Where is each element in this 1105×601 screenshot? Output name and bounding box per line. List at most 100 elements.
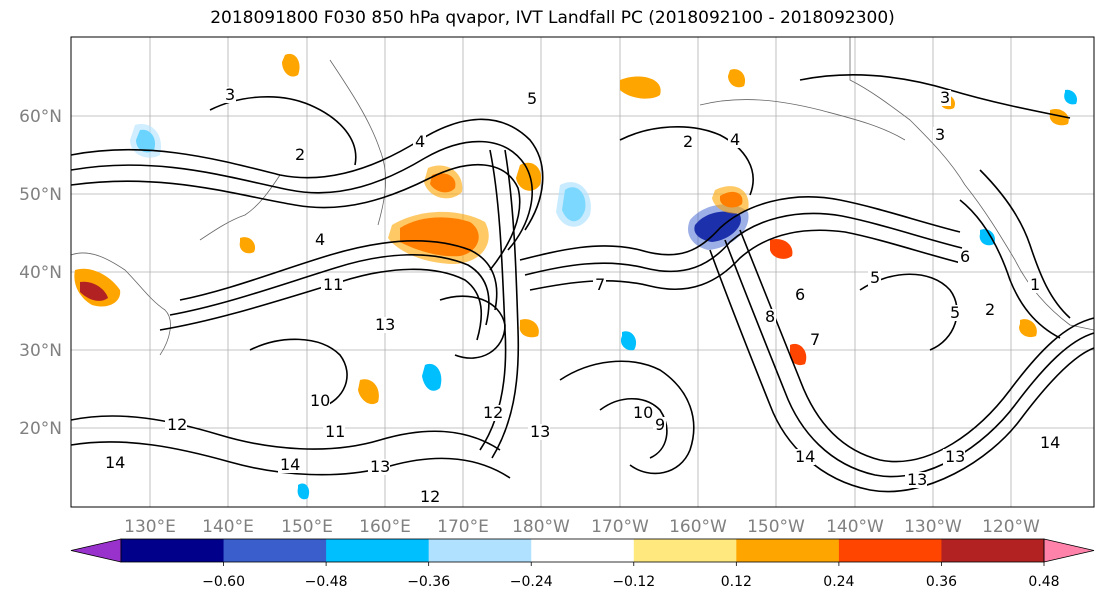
colorbar-tick-label: −0.60 xyxy=(202,574,245,590)
shade-patch xyxy=(239,237,256,254)
colorbar-segment xyxy=(941,539,1045,562)
qvapor-anomaly-shading xyxy=(74,53,1078,500)
contour-label: 6 xyxy=(960,247,970,266)
longitude-label: 170°E xyxy=(437,517,489,537)
colorbar-tick-label: −0.12 xyxy=(612,574,655,590)
contour-label: 9 xyxy=(655,415,665,434)
shade-patch xyxy=(712,186,749,214)
contour-label-bg xyxy=(793,449,815,465)
contour-label: 5 xyxy=(527,89,537,108)
colorbar-tick-label: −0.48 xyxy=(305,574,348,590)
contour-label-bg xyxy=(943,449,965,465)
map-title: 2018091800 F030 850 hPa qvapor, IVT Land… xyxy=(210,8,895,28)
contour-label: 7 xyxy=(595,275,605,294)
latitude-label: 50°N xyxy=(19,185,62,205)
colorbar-frame xyxy=(120,538,1045,563)
coastlines xyxy=(70,37,1095,356)
colorbar-segment xyxy=(223,539,327,562)
longitude-label: 130°W xyxy=(904,517,962,537)
contour-label: 12 xyxy=(483,403,503,422)
shade-patch xyxy=(519,319,539,338)
contour-label-bg xyxy=(933,127,946,143)
longitude-label: 130°E xyxy=(124,517,176,537)
contour-label: 5 xyxy=(870,268,880,287)
contour-label: 13 xyxy=(530,422,550,441)
shade-patch xyxy=(789,343,807,366)
contour-label-bg xyxy=(293,147,306,163)
colorbar-tick-labels: −0.60 −0.48 −0.36 −0.24 −0.12 0.12 0.24 0.36 0.4… xyxy=(202,562,1060,590)
shade-patch xyxy=(516,162,542,191)
longitude-labels: 130°E 140°E 150°E 160°E 170°E 180°W 170°W 160°W… xyxy=(124,517,1040,537)
colorbar-segment xyxy=(736,539,840,562)
shade-patch xyxy=(728,69,746,88)
contour-label: 10 xyxy=(633,403,653,422)
longitude-label: 160°W xyxy=(669,517,727,537)
colorbar-segment xyxy=(531,539,635,562)
colorbar-tick-label: 0.24 xyxy=(823,574,854,590)
contour-label: 11 xyxy=(325,422,345,441)
contour-label: 1 xyxy=(1030,275,1040,294)
contour-label-bg xyxy=(528,424,550,440)
shade-patch xyxy=(80,281,108,301)
colorbar-tick-label: 0.48 xyxy=(1028,574,1059,590)
colorbar-segment xyxy=(326,539,430,562)
latitude-label: 60°N xyxy=(19,107,62,127)
colorbar-tick-label: 0.36 xyxy=(926,574,957,590)
contour-label-bg xyxy=(958,249,971,265)
longitude-label: 180°W xyxy=(512,517,570,537)
contour-label-bg xyxy=(1038,435,1060,451)
colorbar-segment xyxy=(428,539,532,562)
colorbar-tick-label: −0.24 xyxy=(510,574,553,590)
contour-label: 11 xyxy=(323,275,343,294)
contour-label-bg xyxy=(278,457,300,473)
colorbar-segment xyxy=(121,539,225,562)
contour-label: 6 xyxy=(795,285,805,304)
contour-label: 2 xyxy=(985,300,995,319)
latitude-labels: 60°N 50°N 40°N 30°N 20°N xyxy=(19,107,62,439)
shade-patch xyxy=(1019,319,1037,338)
contour-label-bg xyxy=(1028,277,1041,293)
contour-label: 13 xyxy=(370,457,390,476)
shade-patch xyxy=(388,211,489,264)
contour-label-bg xyxy=(728,132,741,148)
colorbar-extend-max xyxy=(1043,538,1095,563)
contour-label-bg xyxy=(593,277,606,293)
colorbar-segment xyxy=(838,539,942,562)
contour-label: 10 xyxy=(310,391,330,410)
contour-label-bg xyxy=(413,134,426,150)
contour-label-bg xyxy=(793,287,806,303)
shade-patch xyxy=(297,483,310,500)
colorbar-extend-min xyxy=(70,538,122,563)
shade-patch xyxy=(620,331,637,351)
contour-label-bg xyxy=(481,405,503,421)
contour-label-bg xyxy=(948,305,961,321)
latitude-label: 30°N xyxy=(19,341,62,361)
contour-label: 4 xyxy=(415,132,425,151)
shade-patch xyxy=(1064,89,1078,105)
contour-label-bg xyxy=(525,91,538,107)
contour-label: 14 xyxy=(105,453,125,472)
colorbar xyxy=(70,538,1095,563)
contour-label-bg xyxy=(103,455,125,471)
longitude-label: 160°E xyxy=(359,517,411,537)
contour-label: 12 xyxy=(420,487,440,506)
contour-label: 14 xyxy=(795,447,815,466)
contour-label: 5 xyxy=(950,303,960,322)
contour-label: 3 xyxy=(940,88,950,107)
latitude-label: 40°N xyxy=(19,263,62,283)
contour-label: 2 xyxy=(683,132,693,151)
contour-label: 14 xyxy=(280,455,300,474)
contour-label-bg xyxy=(681,134,694,150)
shade-patch xyxy=(424,165,463,199)
contour-label: 8 xyxy=(765,307,775,326)
contour-label-bg xyxy=(983,302,996,318)
shade-patch xyxy=(358,379,379,405)
contour-label: 13 xyxy=(375,315,395,334)
contour-label: 7 xyxy=(810,330,820,349)
shade-patch xyxy=(1049,108,1069,126)
shade-patch xyxy=(620,76,661,99)
shade-patch xyxy=(282,53,300,77)
